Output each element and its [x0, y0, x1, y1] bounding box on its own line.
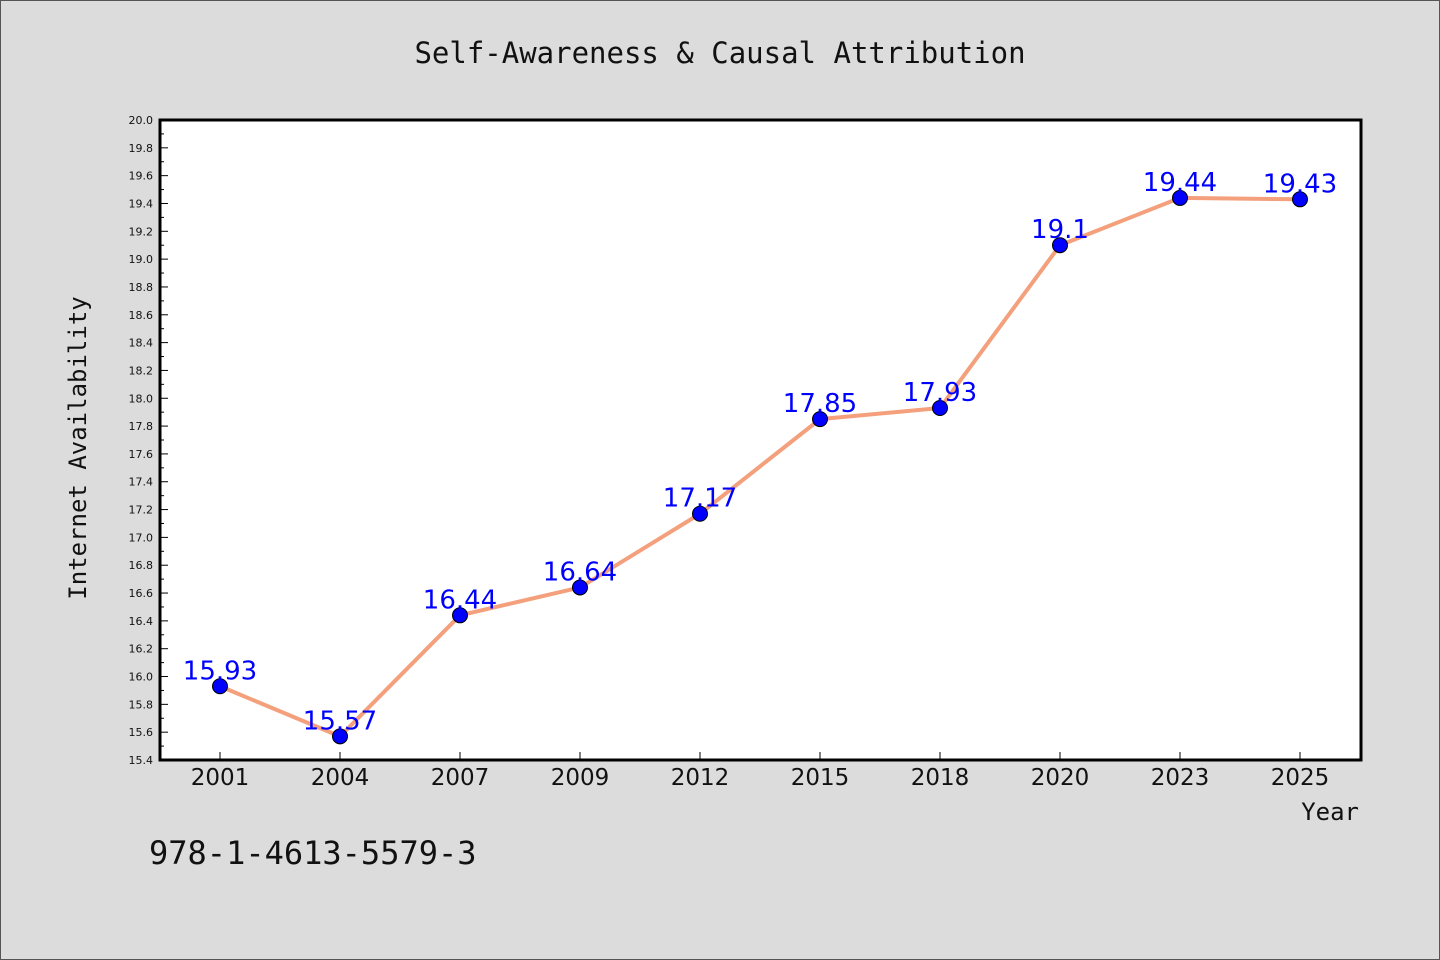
data-point-marker — [332, 728, 348, 745]
y-tick-label: 18.2 — [129, 364, 154, 377]
y-tick-label: 17.6 — [129, 448, 154, 461]
x-tick-label: 2009 — [551, 765, 610, 791]
plot-area — [158, 118, 1363, 762]
data-label: 19.43 — [1263, 169, 1337, 199]
data-label: 19.44 — [1143, 168, 1217, 198]
y-tick-label: 15.8 — [129, 698, 154, 711]
chart-title: Self-Awareness & Causal Attribution — [414, 36, 1025, 70]
data-point-marker — [452, 607, 468, 624]
x-tick-label: 2004 — [311, 765, 370, 791]
y-tick-label: 18.6 — [129, 309, 154, 322]
x-tick-label: 2007 — [431, 765, 490, 791]
data-point-marker — [212, 678, 228, 695]
y-tick-label: 18.8 — [129, 281, 154, 294]
y-tick-label: 17.0 — [129, 531, 154, 544]
data-label: 16.44 — [423, 585, 497, 615]
x-axis-label: Year — [1301, 798, 1359, 826]
series-layer: 15.93 15.57 16.44 16.64 17.17 17.85 17.93 19.1 1… — [183, 168, 1337, 745]
series-line — [219, 195, 1301, 739]
data-point-marker — [572, 579, 588, 596]
y-tick-label: 16.8 — [129, 559, 154, 572]
x-tick-label: 2001 — [191, 765, 250, 791]
data-label: 17.85 — [783, 389, 857, 419]
x-tick-label: 2023 — [1151, 765, 1210, 791]
y-tick-label: 18.0 — [129, 392, 154, 405]
data-label: 16.64 — [543, 557, 617, 587]
y-tick-label: 19.4 — [129, 197, 154, 210]
x-tick-label: 2020 — [1031, 765, 1090, 791]
y-tick-label: 16.0 — [129, 671, 154, 684]
y-tick-label: 19.6 — [129, 170, 154, 183]
data-label: 15.57 — [303, 706, 377, 736]
data-point-marker — [1292, 191, 1308, 208]
y-tick-label: 17.4 — [129, 476, 154, 489]
data-point-marker — [932, 400, 948, 416]
data-label: 17.93 — [903, 378, 977, 408]
x-tick-label: 2012 — [671, 765, 730, 791]
data-label: 17.17 — [663, 484, 737, 514]
data-point-marker — [812, 411, 828, 428]
y-axis-ticks: 15.4 15.6 15.8 16.0 16.2 16.4 16.6 16.8 17.0 17.2… — [129, 114, 168, 767]
y-tick-label: 15.6 — [129, 726, 154, 739]
y-tick-label: 20.0 — [129, 114, 154, 127]
y-tick-label: 19.8 — [129, 142, 154, 155]
y-tick-label: 17.8 — [129, 420, 154, 433]
y-tick-label: 19.0 — [129, 253, 154, 266]
data-label: 19.1 — [1031, 215, 1089, 245]
y-tick-label: 16.2 — [129, 643, 154, 656]
y-tick-label: 19.2 — [129, 225, 154, 238]
data-point-marker — [692, 505, 708, 522]
y-tick-label: 16.6 — [129, 587, 154, 600]
y-axis-label: Internet Availability — [64, 296, 92, 599]
isbn-annotation: 978-1-4613-5579-3 — [149, 834, 477, 872]
data-point-marker — [1172, 189, 1188, 206]
y-tick-label: 15.4 — [129, 754, 154, 767]
data-point-marker — [1052, 237, 1068, 254]
data-label: 15.93 — [183, 656, 257, 686]
x-tick-label: 2015 — [791, 765, 850, 791]
x-tick-label: 2018 — [911, 765, 970, 791]
y-tick-label: 18.4 — [129, 337, 154, 350]
y-tick-label: 16.4 — [129, 615, 154, 628]
x-axis-ticks: 2001 2004 2007 2009 2012 2015 2018 2020 2023 2025 — [191, 752, 1330, 791]
y-tick-label: 17.2 — [129, 504, 154, 517]
x-tick-label: 2025 — [1271, 765, 1330, 791]
